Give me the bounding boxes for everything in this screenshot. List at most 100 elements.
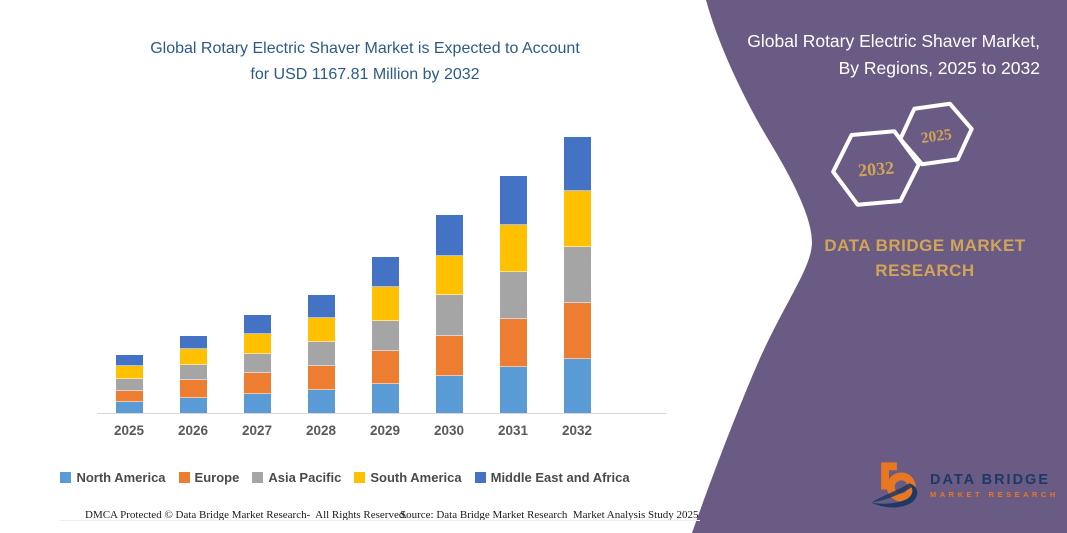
- panel-heading-line2: By Regions, 2025 to 2032: [838, 58, 1040, 78]
- logo-brand-name: DATA BRIDGE: [930, 472, 1051, 489]
- bar-segment: [563, 246, 591, 303]
- bar-segment: [371, 384, 399, 413]
- x-axis-label: 2030: [433, 423, 465, 438]
- legend-item: Europe: [178, 470, 240, 485]
- year-hexagons: 2032 2025: [831, 101, 974, 207]
- bar-segment: [243, 334, 271, 354]
- chart-title-line2: for USD 1167.81 Million by 2032: [250, 66, 480, 83]
- brand-wordmark: DATA BRIDGE MARKET RESEARCH: [790, 233, 1060, 283]
- stacked-bar-2029: [371, 256, 399, 413]
- bar-segment: [563, 137, 591, 192]
- x-axis-label: 2026: [177, 423, 209, 438]
- logo-brand-sub: MARKET RESEARCH: [930, 490, 1059, 500]
- legend-item: South America: [354, 470, 462, 485]
- bar-segment: [563, 191, 591, 247]
- brand-wordmark-line2: RESEARCH: [875, 261, 975, 280]
- legend-swatch: [252, 472, 264, 483]
- bar-segment: [115, 391, 143, 403]
- bar-segment: [307, 390, 335, 413]
- bar-segment: [115, 354, 143, 366]
- bar-segment: [307, 294, 335, 319]
- bar-segment: [179, 398, 207, 413]
- bar-segment: [435, 335, 463, 377]
- bar-segment: [243, 314, 271, 335]
- footer-divider: [60, 520, 700, 521]
- stacked-bar-2026: [179, 335, 207, 413]
- bar-segment: [307, 365, 335, 391]
- hexagon-2032: 2032: [831, 129, 921, 207]
- legend-swatch: [354, 472, 366, 483]
- bar-segment: [179, 379, 207, 399]
- x-axis-labels: 2025 2026 2027 2028 2029 2030 2031 2032: [97, 423, 669, 441]
- bar-segment: [179, 364, 207, 380]
- stacked-bar-2027: [243, 314, 271, 413]
- legend-label: Europe: [194, 470, 240, 485]
- x-axis-label: 2028: [305, 423, 337, 438]
- legend-label: North America: [76, 470, 166, 485]
- legend-swatch: [474, 472, 486, 483]
- side-panel-shape: [692, 0, 1067, 533]
- legend-item: Asia Pacific: [252, 470, 341, 485]
- panel-heading-line1: Global Rotary Electric Shaver Market,: [747, 31, 1040, 51]
- bar-segment: [371, 286, 399, 322]
- bar-segment: [499, 367, 527, 413]
- bar-segment: [563, 302, 591, 359]
- source-note: Source: Data Bridge Market Research Mark…: [400, 509, 699, 521]
- dbmr-logo: DATA BRIDGE MARKET RESEARCH: [868, 455, 1067, 517]
- bar-segment: [499, 224, 527, 273]
- legend-label: Asia Pacific: [268, 470, 342, 485]
- legend-swatch: [178, 472, 190, 483]
- x-axis-line: [97, 413, 667, 414]
- stacked-bar-2030: [435, 215, 463, 413]
- hexagon-2025-label: 2025: [920, 126, 953, 147]
- chart-title: Global Rotary Electric Shaver Market is …: [20, 36, 710, 88]
- bar-segment: [499, 176, 527, 225]
- dmca-notice: DMCA Protected © Data Bridge Market Rese…: [85, 509, 408, 521]
- stacked-bar-2032: [563, 137, 591, 413]
- chart-title-line1: Global Rotary Electric Shaver Market is …: [150, 40, 580, 57]
- bar-segment: [179, 335, 207, 350]
- hexagon-2032-label: 2032: [857, 157, 895, 180]
- bar-segment: [307, 341, 335, 366]
- bar-segment: [179, 349, 207, 365]
- hexagon-2025: 2025: [898, 101, 974, 167]
- bar-segment: [499, 318, 527, 368]
- stacked-bar-2031: [499, 176, 527, 413]
- bar-segment: [435, 215, 463, 256]
- legend-label: Middle East and Africa: [490, 470, 630, 485]
- bar-segment: [243, 353, 271, 374]
- x-axis-label: 2025: [113, 423, 145, 438]
- bar-segment: [243, 394, 271, 413]
- bar-segment: [435, 255, 463, 295]
- dbmr-logo-text: DATA BRIDGE MARKET RESEARCH: [930, 472, 1059, 499]
- bar-segment: [371, 351, 399, 385]
- legend-label: South America: [370, 470, 462, 485]
- stacked-bar-2025: [115, 354, 143, 413]
- legend-item: North America: [60, 470, 166, 485]
- dbmr-logo-icon: [871, 462, 918, 508]
- bar-segment: [563, 358, 591, 413]
- footer: DMCA Protected © Data Bridge Market Rese…: [0, 506, 700, 526]
- bar-segment: [371, 321, 399, 352]
- stacked-bar-2028: [307, 294, 335, 413]
- bar-segment: [115, 365, 143, 380]
- x-axis-label: 2029: [369, 423, 401, 438]
- bar-segment: [307, 318, 335, 342]
- brand-wordmark-line1: DATA BRIDGE MARKET: [824, 236, 1026, 255]
- bar-segment: [499, 272, 527, 319]
- bar-segment: [243, 373, 271, 395]
- chart-legend: North America Europe Asia Pacific South Ame…: [0, 470, 690, 485]
- panel-heading: Global Rotary Electric Shaver Market, By…: [710, 28, 1040, 82]
- bar-segment: [435, 376, 463, 413]
- bar-segment: [371, 256, 399, 287]
- stacked-bar-plot: [97, 130, 669, 413]
- bar-segment: [115, 379, 143, 392]
- x-axis-label: 2032: [561, 423, 593, 438]
- x-axis-label: 2031: [497, 423, 529, 438]
- legend-swatch: [60, 472, 72, 483]
- bar-segment: [115, 402, 143, 413]
- legend-item: Middle East and Africa: [474, 470, 630, 485]
- x-axis-label: 2027: [241, 423, 273, 438]
